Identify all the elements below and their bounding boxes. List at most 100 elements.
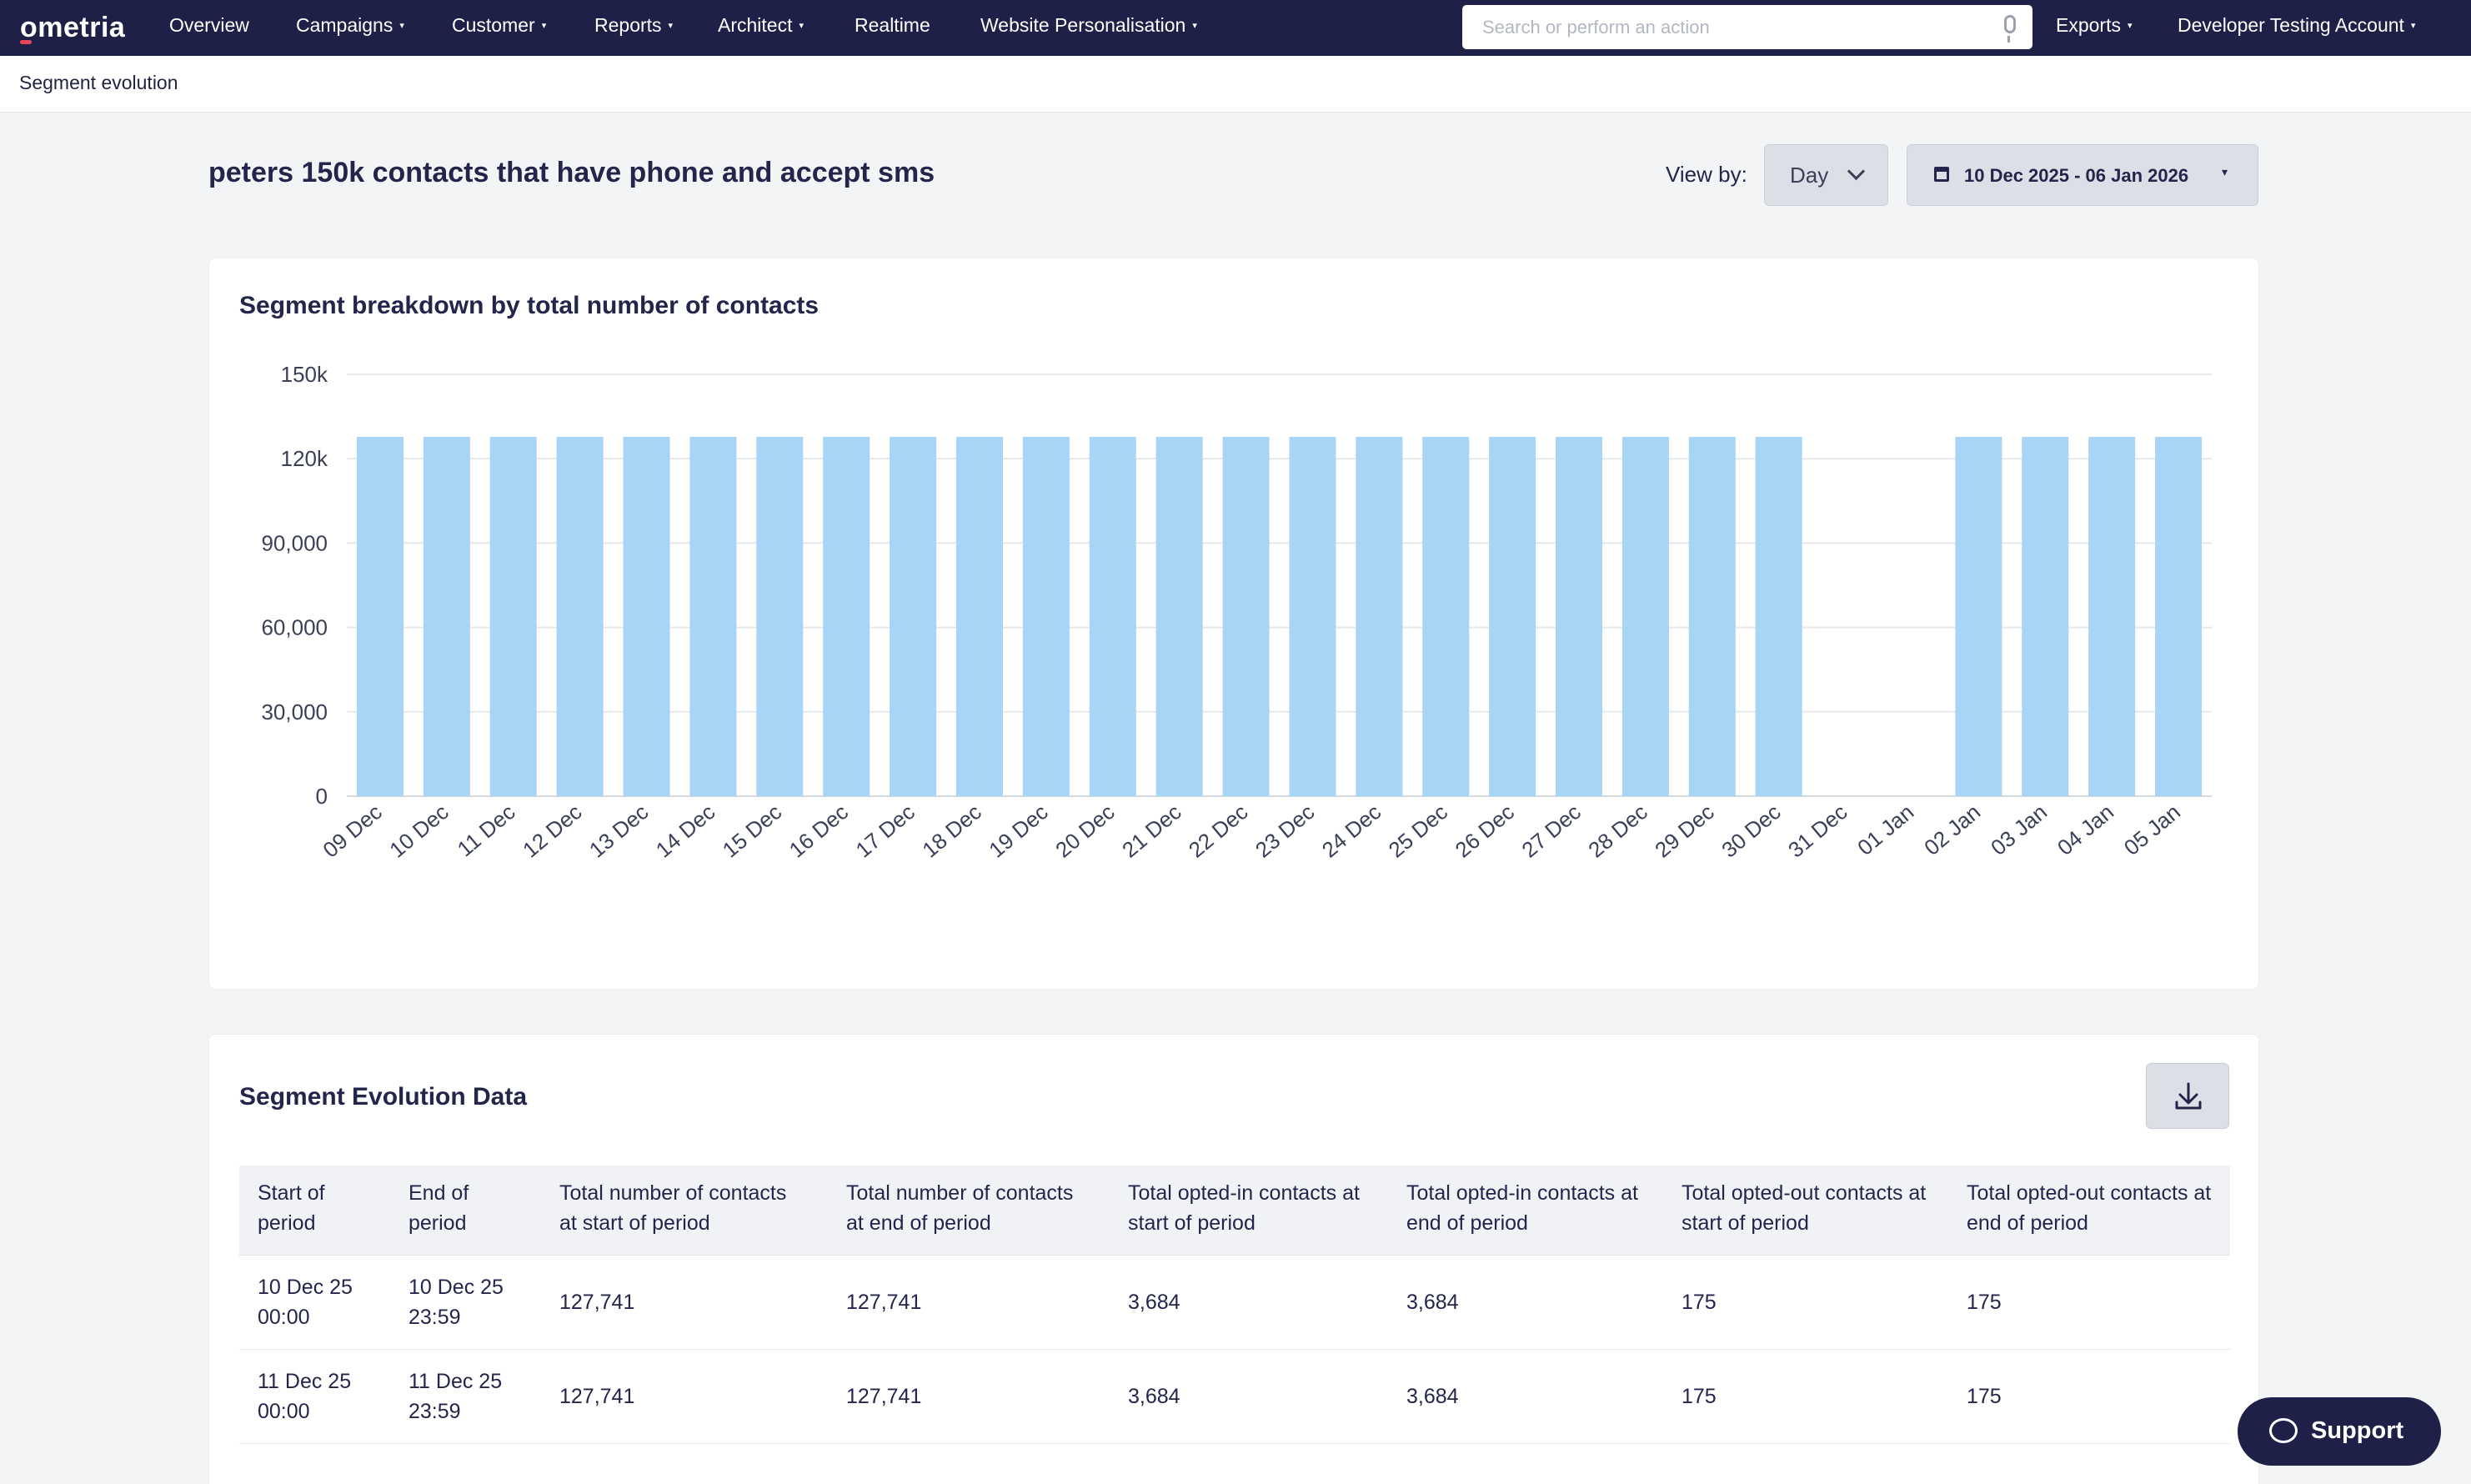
table-cell: 10 Dec 25 00:00: [239, 1255, 390, 1350]
chart-bar: [955, 437, 1003, 796]
table-cell: 3,684: [1110, 1349, 1388, 1444]
date-range-value: 10 Dec 2025 - 06 Jan 2026: [1964, 165, 2189, 186]
microphone-icon[interactable]: [2004, 15, 2016, 33]
caret-down-icon: ▾: [1192, 21, 1197, 31]
caret-down-icon: ▾: [2221, 165, 2228, 178]
x-tick-label: 22 Dec: [1184, 800, 1252, 863]
nav-website-personalisation[interactable]: Website Personalisation ▾: [980, 14, 1197, 36]
x-tick-label: 26 Dec: [1451, 800, 1519, 863]
nav-exports[interactable]: Exports ▾: [2056, 14, 2133, 36]
table-cell: 127,741: [828, 1349, 1110, 1444]
download-icon: [2175, 1082, 2202, 1110]
y-tick-label: 30,000: [261, 699, 328, 724]
chart-bar: [1022, 437, 1070, 796]
table-cell: 3,684: [1388, 1255, 1663, 1350]
x-tick-label: 31 Dec: [1783, 800, 1852, 863]
support-button[interactable]: Support: [2238, 1397, 2441, 1466]
caret-down-icon: ▾: [2410, 21, 2416, 31]
column-header[interactable]: Total opted-in contacts at start of peri…: [1110, 1166, 1388, 1256]
y-tick-label: 0: [316, 784, 328, 809]
column-header[interactable]: Start of period: [239, 1166, 390, 1256]
chart-bar: [1289, 437, 1336, 796]
caret-down-icon: ▾: [541, 21, 547, 31]
nav-overview[interactable]: Overview: [169, 14, 249, 36]
x-tick-label: 28 Dec: [1583, 800, 1652, 863]
search-box: [1462, 5, 2032, 49]
x-tick-label: 24 Dec: [1317, 800, 1386, 863]
x-tick-label: 05 Jan: [2119, 800, 2185, 860]
nav-realtime[interactable]: Realtime: [855, 14, 930, 36]
breadcrumb-bar: Segment evolution: [0, 56, 2471, 113]
table-cell: 127,741: [541, 1255, 828, 1350]
logo-accent: [20, 40, 32, 44]
chart-bar: [1688, 437, 1736, 796]
table-cell: 127,741: [828, 1255, 1110, 1350]
chart-bar: [356, 437, 403, 796]
column-header[interactable]: Total opted-out contacts at start of per…: [1663, 1166, 1948, 1256]
column-header[interactable]: Total number of contacts at end of perio…: [828, 1166, 1110, 1256]
column-header[interactable]: Total number of contacts at start of per…: [541, 1166, 828, 1256]
x-tick-label: 18 Dec: [917, 800, 985, 863]
top-navbar: ometria Overview Campaigns ▾ Customer ▾ Re…: [0, 0, 2471, 56]
chart-bar: [1621, 437, 1669, 796]
table-cell: 11 Dec 25 00:00: [239, 1349, 390, 1444]
x-tick-label: 29 Dec: [1650, 800, 1718, 863]
table-title: Segment Evolution Data: [239, 1083, 528, 1110]
column-header[interactable]: Total opted-in contacts at end of period: [1388, 1166, 1663, 1256]
chart-bar: [489, 437, 537, 796]
ometria-logo[interactable]: ometria: [20, 12, 126, 43]
support-label: Support: [2311, 1417, 2404, 1444]
x-tick-label: 20 Dec: [1050, 800, 1119, 863]
table-cell: 3,684: [1388, 1349, 1663, 1444]
x-tick-label: 03 Jan: [1986, 800, 2052, 860]
date-range-picker[interactable]: 10 Dec 2025 - 06 Jan 2026 ▾: [1907, 144, 2258, 206]
table-cell: 10 Dec 25 23:59: [390, 1255, 541, 1350]
nav-reports[interactable]: Reports ▾: [594, 14, 674, 36]
x-tick-label: 30 Dec: [1717, 800, 1785, 863]
chevron-down-icon: [1847, 162, 1866, 181]
column-header[interactable]: End of period: [390, 1166, 541, 1256]
x-tick-label: 09 Dec: [318, 800, 386, 863]
segment-evolution-card: Segment Evolution Data Start of period E…: [208, 1034, 2259, 1484]
column-header[interactable]: Total opted-out contacts at end of perio…: [1948, 1166, 2230, 1256]
x-tick-label: 12 Dec: [518, 800, 586, 863]
table-header-row: Start of period End of period Total numb…: [239, 1166, 2230, 1256]
x-tick-label: 16 Dec: [784, 800, 853, 863]
x-tick-label: 14 Dec: [651, 800, 719, 863]
y-tick-label: 90,000: [261, 530, 328, 555]
nav-campaigns[interactable]: Campaigns ▾: [296, 14, 404, 36]
x-tick-label: 15 Dec: [718, 800, 786, 863]
view-by-select[interactable]: Day: [1764, 144, 1888, 206]
chart-bar: [890, 437, 937, 796]
chart-bar: [2022, 437, 2069, 796]
download-button[interactable]: [2146, 1063, 2229, 1129]
nav-customer[interactable]: Customer ▾: [452, 14, 547, 36]
table-row: 10 Dec 25 00:00 10 Dec 25 23:59 127,741 …: [239, 1255, 2230, 1350]
search-input[interactable]: [1462, 5, 1962, 49]
chart-bar: [2088, 437, 2136, 796]
table-cell: 175: [1663, 1349, 1948, 1444]
microphone-stand: [2007, 36, 2012, 43]
view-by-label: View by:: [1666, 162, 1747, 187]
table-cell: 3,684: [1110, 1255, 1388, 1350]
x-tick-label: 21 Dec: [1117, 800, 1185, 863]
table-row: 11 Dec 25 00:00 11 Dec 25 23:59 127,741 …: [239, 1349, 2230, 1444]
caret-down-icon: ▾: [799, 21, 804, 31]
chart-bar: [623, 437, 670, 796]
chart-bar: [1422, 437, 1470, 796]
x-tick-label: 10 Dec: [384, 800, 453, 863]
x-tick-label: 02 Jan: [1919, 800, 1985, 860]
account-menu[interactable]: Developer Testing Account ▾: [2178, 14, 2416, 36]
x-tick-label: 13 Dec: [584, 800, 653, 863]
segment-chart-card: Segment breakdown by total number of con…: [208, 258, 2259, 990]
chart-bar: [423, 437, 470, 796]
chart-bar: [1089, 437, 1136, 796]
view-by-value: Day: [1790, 162, 1829, 188]
x-tick-label: 11 Dec: [453, 800, 520, 862]
caret-down-icon: ▾: [399, 21, 404, 31]
x-tick-label: 27 Dec: [1516, 800, 1585, 863]
nav-architect[interactable]: Architect ▾: [718, 14, 804, 36]
chart-bar: [2155, 437, 2203, 796]
chart-bar: [1556, 437, 1603, 796]
